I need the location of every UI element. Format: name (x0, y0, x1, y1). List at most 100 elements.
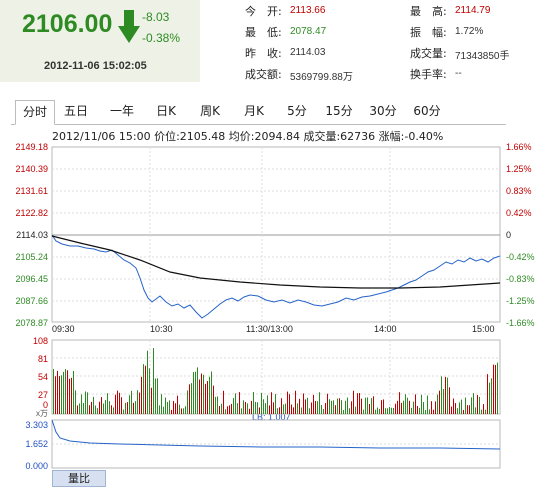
volume-tick: 54 (37, 372, 48, 382)
tab-daily-k[interactable]: 日K (156, 104, 176, 118)
volume-bar (191, 383, 192, 414)
volume-bar (177, 395, 178, 414)
volume-bar (77, 405, 78, 414)
volume-bar (115, 394, 116, 414)
change-value: -8.03 (142, 10, 170, 24)
volume-bar (429, 409, 430, 414)
volume-bar (161, 394, 162, 414)
volume-bar (105, 400, 106, 414)
volume-bar (133, 402, 134, 414)
volume-bar (333, 400, 334, 414)
tab-one-year[interactable]: 一年 (109, 104, 134, 118)
volume-bar (173, 400, 174, 414)
pct-tick: -1.66% (506, 318, 535, 328)
volume-bar (103, 403, 104, 414)
volume-bar (71, 377, 72, 414)
tab-30min[interactable]: 30分 (369, 104, 397, 118)
volume-bar (89, 405, 90, 414)
price-tick: 2122.82 (15, 208, 48, 218)
volume-bar (401, 402, 402, 414)
low-value: 2078.47 (290, 26, 327, 37)
volume-bar (385, 408, 386, 414)
volume-bar (291, 404, 292, 414)
price-tick: 2131.61 (15, 186, 48, 196)
volume-bar (347, 397, 348, 414)
tab-five-day[interactable]: 五日 (63, 104, 88, 118)
volume-bar (427, 395, 428, 414)
volume-bar (331, 400, 332, 414)
volume-bar (477, 395, 478, 414)
tab-intraday[interactable]: 分时 (15, 100, 55, 125)
volume-bar (171, 409, 172, 414)
pct-tick: 1.25% (506, 164, 532, 174)
volume-bar (309, 408, 310, 414)
volume-bar (87, 392, 88, 414)
volume-bar (463, 409, 464, 414)
volume-bar (175, 403, 176, 414)
price-tick: 2096.45 (15, 274, 48, 284)
volume-bar (451, 406, 452, 414)
amplitude-value: 1.72% (455, 26, 484, 37)
volume-bar (141, 376, 142, 414)
volume-bar (127, 402, 128, 414)
volume-bar (455, 403, 456, 414)
chart-info-line: 2012/11/06 15:00 价位:2105.48 均价:2094.84 成… (52, 130, 444, 143)
volume-bar (147, 350, 148, 414)
volume-bar (377, 407, 378, 414)
volume-bar (179, 404, 180, 414)
volume-bar (409, 400, 410, 414)
volume-bar (341, 400, 342, 414)
volume-bar (395, 403, 396, 414)
volume-bar (365, 397, 366, 414)
tab-60min[interactable]: 60分 (413, 104, 441, 118)
volume-bar (453, 398, 454, 414)
volume-bar (205, 383, 206, 414)
volume-bar (183, 408, 184, 414)
volume-bar (235, 393, 236, 414)
tab-weekly-k[interactable]: 周K (200, 104, 220, 118)
price-tick: 2105.24 (15, 252, 48, 262)
volume-bar (207, 381, 208, 414)
volume-bar (231, 403, 232, 414)
volume-bar (197, 367, 198, 414)
volume-bar (433, 409, 434, 414)
turnover-value: -- (455, 68, 462, 79)
volume-bar (129, 395, 130, 414)
volume-bar (319, 392, 320, 414)
time-tick: 15:00 (472, 324, 495, 334)
current-price: 2106.00 (22, 10, 113, 38)
lb-panel-frame (51, 419, 501, 469)
volume-bar (123, 409, 124, 414)
lb-tick: 3.303 (25, 420, 48, 430)
volume-bar (457, 408, 458, 414)
volume-bar (387, 408, 388, 414)
volume-bar (215, 396, 216, 414)
volume-bar (495, 364, 496, 414)
volume-bar (245, 401, 246, 414)
pct-tick: 0 (506, 230, 512, 240)
volume-bar (415, 394, 416, 414)
price-panel-frame (51, 146, 501, 323)
volume-bar (411, 407, 412, 414)
volume-bar (125, 402, 126, 414)
tab-5min[interactable]: 5分 (287, 104, 307, 118)
amount-label: 成交额: (245, 68, 282, 81)
volume-bar (59, 376, 60, 414)
time-tick: 11:30/13:00 (246, 324, 293, 334)
tab-monthly-k[interactable]: 月K (244, 104, 264, 118)
volume-bar (317, 401, 318, 414)
volume-bar (135, 401, 136, 414)
quote-summary: 2106.00 -8.03 -0.38% 2012-11-06 15:02:05 (0, 0, 200, 82)
tab-volume-ratio[interactable]: 量比 (52, 470, 106, 487)
volume-label: 成交量: (410, 47, 447, 60)
volume-bar (297, 403, 298, 414)
tab-15min[interactable]: 15分 (325, 104, 353, 118)
volume-bar (353, 390, 354, 414)
volume-bar (379, 408, 380, 414)
volume-bar (445, 376, 446, 414)
volume-bar (325, 403, 326, 414)
volume-bar (471, 397, 472, 414)
change-percent: -0.38% (142, 31, 181, 45)
volume-bar (187, 390, 188, 414)
volume-bar (327, 393, 328, 414)
